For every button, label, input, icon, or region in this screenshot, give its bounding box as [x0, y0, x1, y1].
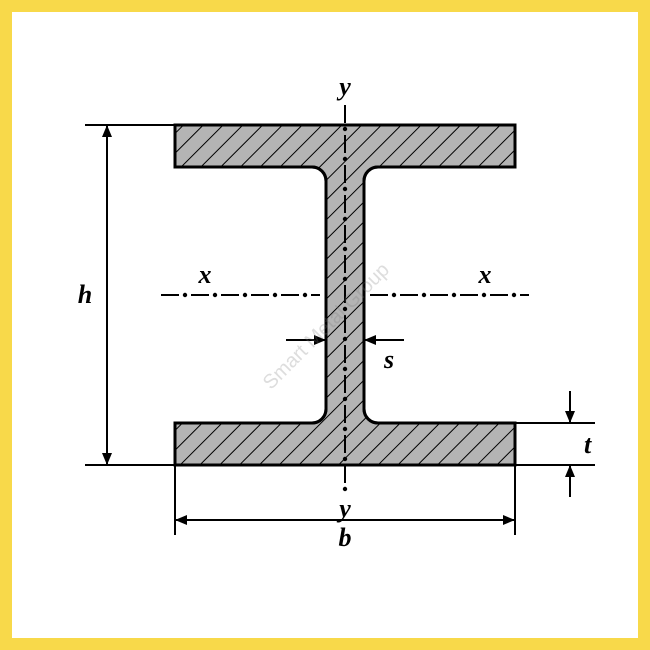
dimension-t	[515, 391, 595, 497]
dimension-h	[102, 125, 112, 465]
diagram-frame: y y x x h b s t Smart Metal Group	[0, 0, 650, 650]
dimension-h-label: h	[78, 280, 92, 309]
y-axis-label-top: y	[336, 72, 351, 101]
dimension-b-label: b	[339, 523, 352, 552]
h-beam-diagram: y y x x h b s t Smart Metal Group	[45, 45, 605, 605]
x-axis-label-left: x	[198, 260, 212, 289]
x-axis-right	[370, 293, 529, 297]
dimension-t-label: t	[584, 430, 592, 459]
x-axis-label-right: x	[478, 260, 492, 289]
x-axis-left	[161, 293, 320, 297]
y-axis-label-bottom: y	[336, 494, 351, 523]
dimension-s-label: s	[383, 345, 394, 374]
